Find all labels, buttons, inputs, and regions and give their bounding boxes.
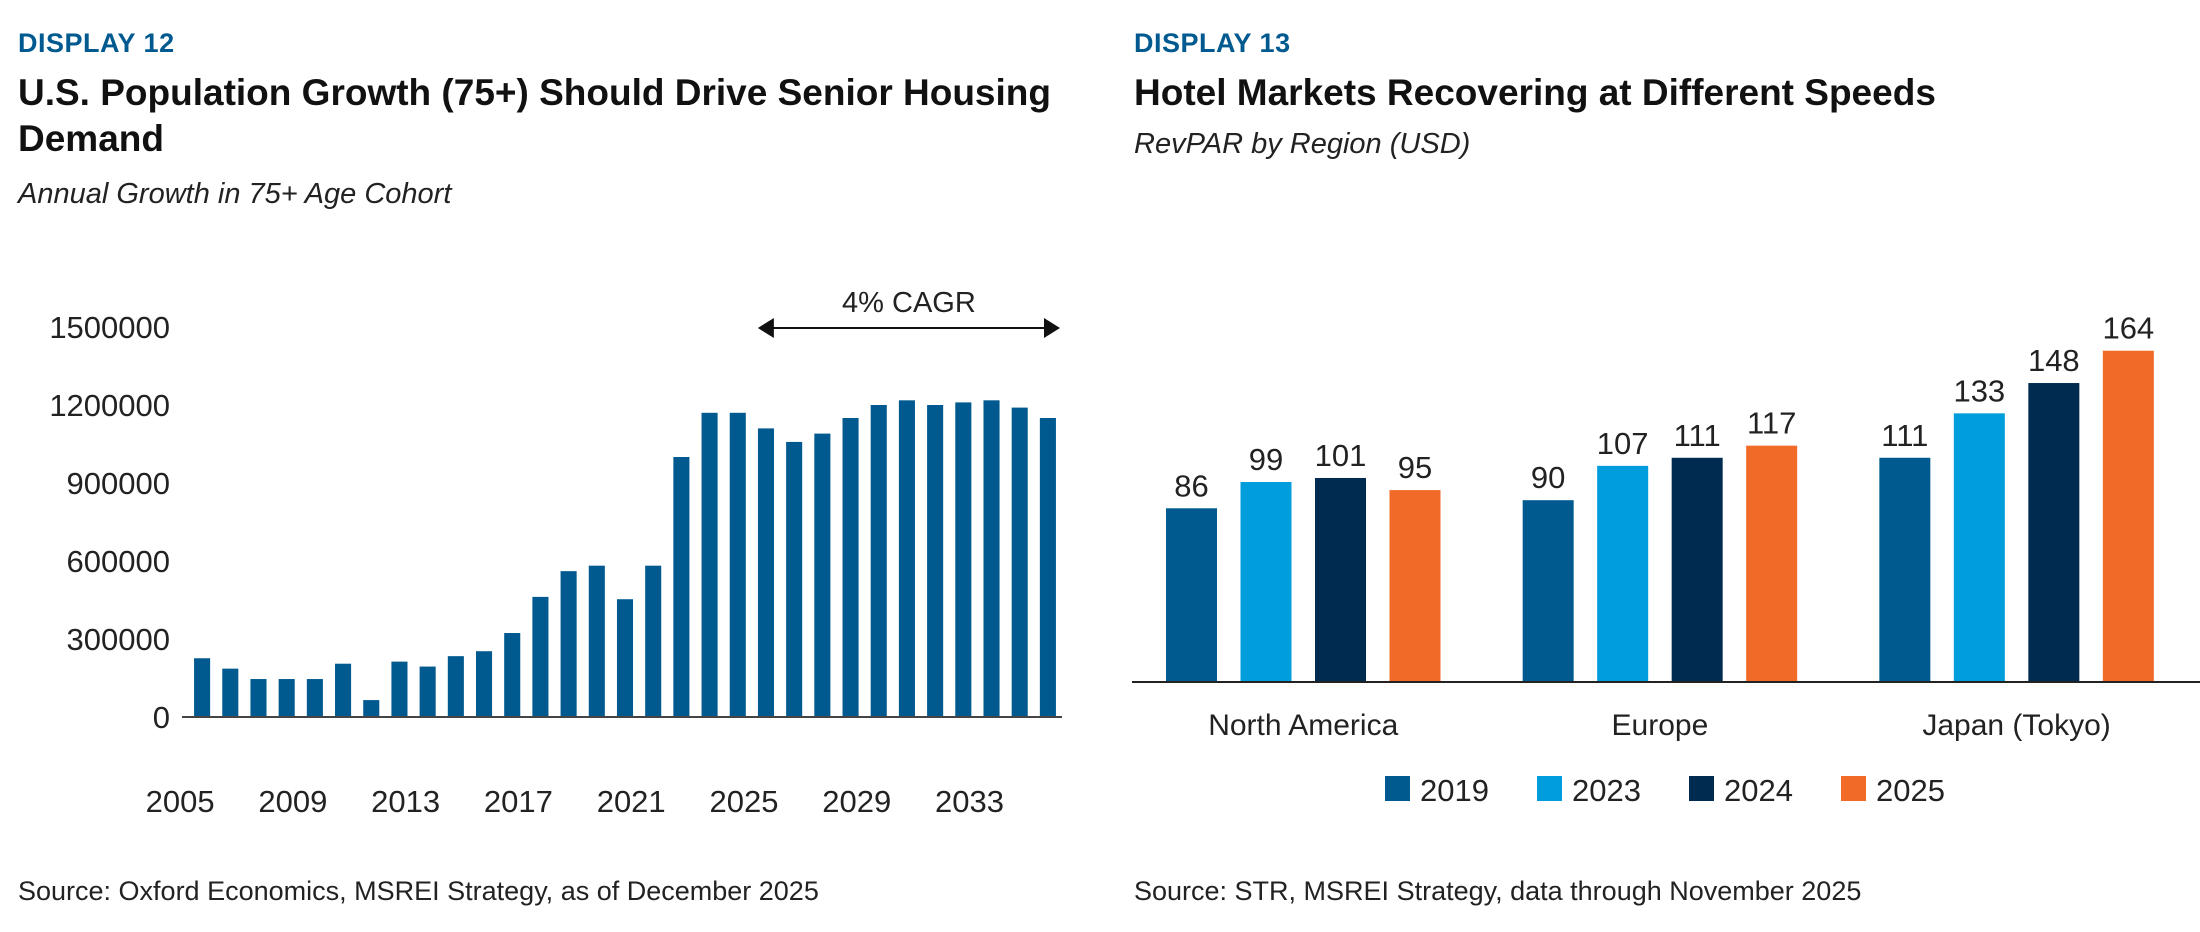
y-tick-label: 1500000 bbox=[49, 310, 170, 345]
y-tick-label: 600000 bbox=[67, 544, 170, 579]
bar-2025 bbox=[757, 428, 775, 717]
legend-label: 2019 bbox=[1420, 773, 1489, 808]
chart-subtitle: Annual Growth in 75+ Age Cohort bbox=[18, 178, 452, 210]
bar-2005 bbox=[194, 658, 211, 717]
source-note: Source: STR, MSREI Strategy, data throug… bbox=[1134, 876, 1862, 906]
bar-2006 bbox=[222, 668, 239, 717]
bar-2019 bbox=[1522, 500, 1574, 682]
display-label: DISPLAY 12 bbox=[18, 28, 175, 58]
bar-2031 bbox=[927, 405, 944, 717]
data-label: 133 bbox=[1953, 373, 2005, 408]
x-tick-label: 2025 bbox=[709, 784, 778, 819]
data-label: 164 bbox=[2102, 311, 2154, 346]
bar-2028 bbox=[842, 418, 859, 717]
legend-label: 2024 bbox=[1724, 773, 1793, 808]
legend-swatch-2024 bbox=[1689, 776, 1714, 801]
source-note: Source: Oxford Economics, MSREI Strategy… bbox=[18, 876, 819, 906]
x-tick-label: 2009 bbox=[258, 784, 327, 819]
legend-swatch-2023 bbox=[1537, 776, 1562, 801]
bar-2010 bbox=[335, 663, 352, 717]
bar-2023 bbox=[701, 412, 718, 717]
bar-2035 bbox=[1039, 418, 1056, 717]
bar-2033 bbox=[983, 400, 1000, 717]
x-tick-label: 2033 bbox=[935, 784, 1004, 819]
legend-label: 2025 bbox=[1876, 773, 1945, 808]
bar-2024 bbox=[1671, 457, 1723, 682]
bar-2017 bbox=[532, 596, 549, 717]
data-label: 86 bbox=[1174, 468, 1208, 503]
bar-2024 bbox=[729, 412, 746, 717]
category-label: Europe bbox=[1612, 709, 1709, 742]
bar-2021 bbox=[645, 565, 662, 717]
legend-swatch-2019 bbox=[1385, 776, 1410, 801]
bar-2023 bbox=[1953, 413, 2005, 682]
bar-2024 bbox=[2028, 383, 2080, 682]
y-tick-label: 1200000 bbox=[49, 388, 170, 423]
bar-2007 bbox=[250, 679, 267, 717]
category-label: Japan (Tokyo) bbox=[1922, 709, 2110, 742]
bar-2019 bbox=[1166, 508, 1217, 682]
bar-2025 bbox=[1746, 445, 1798, 682]
bar-2016 bbox=[504, 633, 521, 717]
chart-subtitle: RevPAR by Region (USD) bbox=[1134, 128, 1471, 160]
y-tick-label: 900000 bbox=[67, 466, 170, 501]
x-tick-label: 2029 bbox=[822, 784, 891, 819]
bar-2032 bbox=[955, 402, 972, 717]
bar-2013 bbox=[419, 666, 436, 717]
bar-2009 bbox=[306, 679, 323, 717]
bar-2025 bbox=[1389, 490, 1441, 682]
bar-2019 bbox=[588, 565, 605, 717]
data-label: 111 bbox=[1674, 418, 1721, 453]
bar-2023 bbox=[1597, 465, 1649, 682]
data-label: 95 bbox=[1398, 450, 1432, 485]
data-label: 111 bbox=[1881, 418, 1928, 453]
y-tick-label: 0 bbox=[153, 700, 170, 735]
data-label: 90 bbox=[1531, 460, 1565, 495]
bar-2012 bbox=[391, 661, 408, 717]
arrow-left-icon bbox=[757, 318, 774, 338]
bar-2014 bbox=[447, 656, 464, 717]
bar-2020 bbox=[616, 599, 634, 717]
arrow-right-icon bbox=[1044, 318, 1060, 338]
x-tick-label: 2021 bbox=[597, 784, 666, 819]
bar-2025 bbox=[2102, 350, 2154, 682]
bar-2034 bbox=[1011, 407, 1028, 717]
chart-title: U.S. Population Growth (75+) Should Driv… bbox=[18, 72, 1051, 159]
bar-2018 bbox=[560, 571, 577, 717]
bar-2026 bbox=[786, 441, 803, 717]
legend-label: 2023 bbox=[1572, 773, 1641, 808]
x-tick-label: 2017 bbox=[484, 784, 553, 819]
category-label: North America bbox=[1208, 709, 1398, 742]
data-label: 99 bbox=[1249, 442, 1283, 477]
bar-2015 bbox=[475, 651, 493, 717]
data-label: 148 bbox=[2028, 343, 2080, 378]
chart-title: Hotel Markets Recovering at Different Sp… bbox=[1134, 72, 1936, 113]
bar-2008 bbox=[278, 679, 295, 717]
revpar-chart: 86 99 101 95 North America 90 107 111 117 Europe 1… bbox=[1132, 311, 2200, 808]
bar-2023 bbox=[1240, 482, 1292, 682]
x-tick-label: 2005 bbox=[146, 784, 215, 819]
bar-2030 bbox=[898, 400, 915, 717]
population-growth-chart: 0 300000 600000 900000 1200000 1500000 2005 200… bbox=[49, 287, 1062, 819]
display-label: DISPLAY 13 bbox=[1134, 28, 1291, 58]
bar-2022 bbox=[673, 457, 690, 717]
bar-2027 bbox=[814, 433, 831, 717]
bar-2011 bbox=[363, 700, 380, 717]
x-tick-label: 2013 bbox=[371, 784, 440, 819]
legend-swatch-2025 bbox=[1841, 776, 1866, 801]
data-label: 101 bbox=[1315, 438, 1367, 473]
y-tick-label: 300000 bbox=[67, 622, 170, 657]
bar-2029 bbox=[870, 405, 887, 717]
data-label: 107 bbox=[1597, 426, 1649, 461]
cagr-annotation: 4% CAGR bbox=[842, 287, 976, 319]
bar-2024 bbox=[1315, 477, 1366, 682]
bar-2019 bbox=[1879, 457, 1931, 682]
data-label: 117 bbox=[1747, 406, 1796, 441]
